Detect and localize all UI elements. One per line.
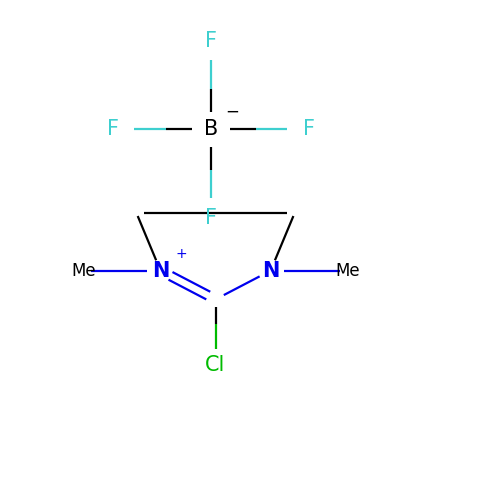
Text: N: N xyxy=(262,261,279,281)
Text: F: F xyxy=(106,119,119,139)
Text: −: − xyxy=(225,103,239,121)
Text: F: F xyxy=(303,119,315,139)
Text: B: B xyxy=(204,119,218,139)
Text: F: F xyxy=(205,208,217,228)
Text: +: + xyxy=(176,247,187,261)
Text: Me: Me xyxy=(71,262,96,280)
Text: N: N xyxy=(152,261,169,281)
Text: Me: Me xyxy=(335,262,360,280)
Text: Cl: Cl xyxy=(205,355,226,376)
Text: F: F xyxy=(205,31,217,51)
